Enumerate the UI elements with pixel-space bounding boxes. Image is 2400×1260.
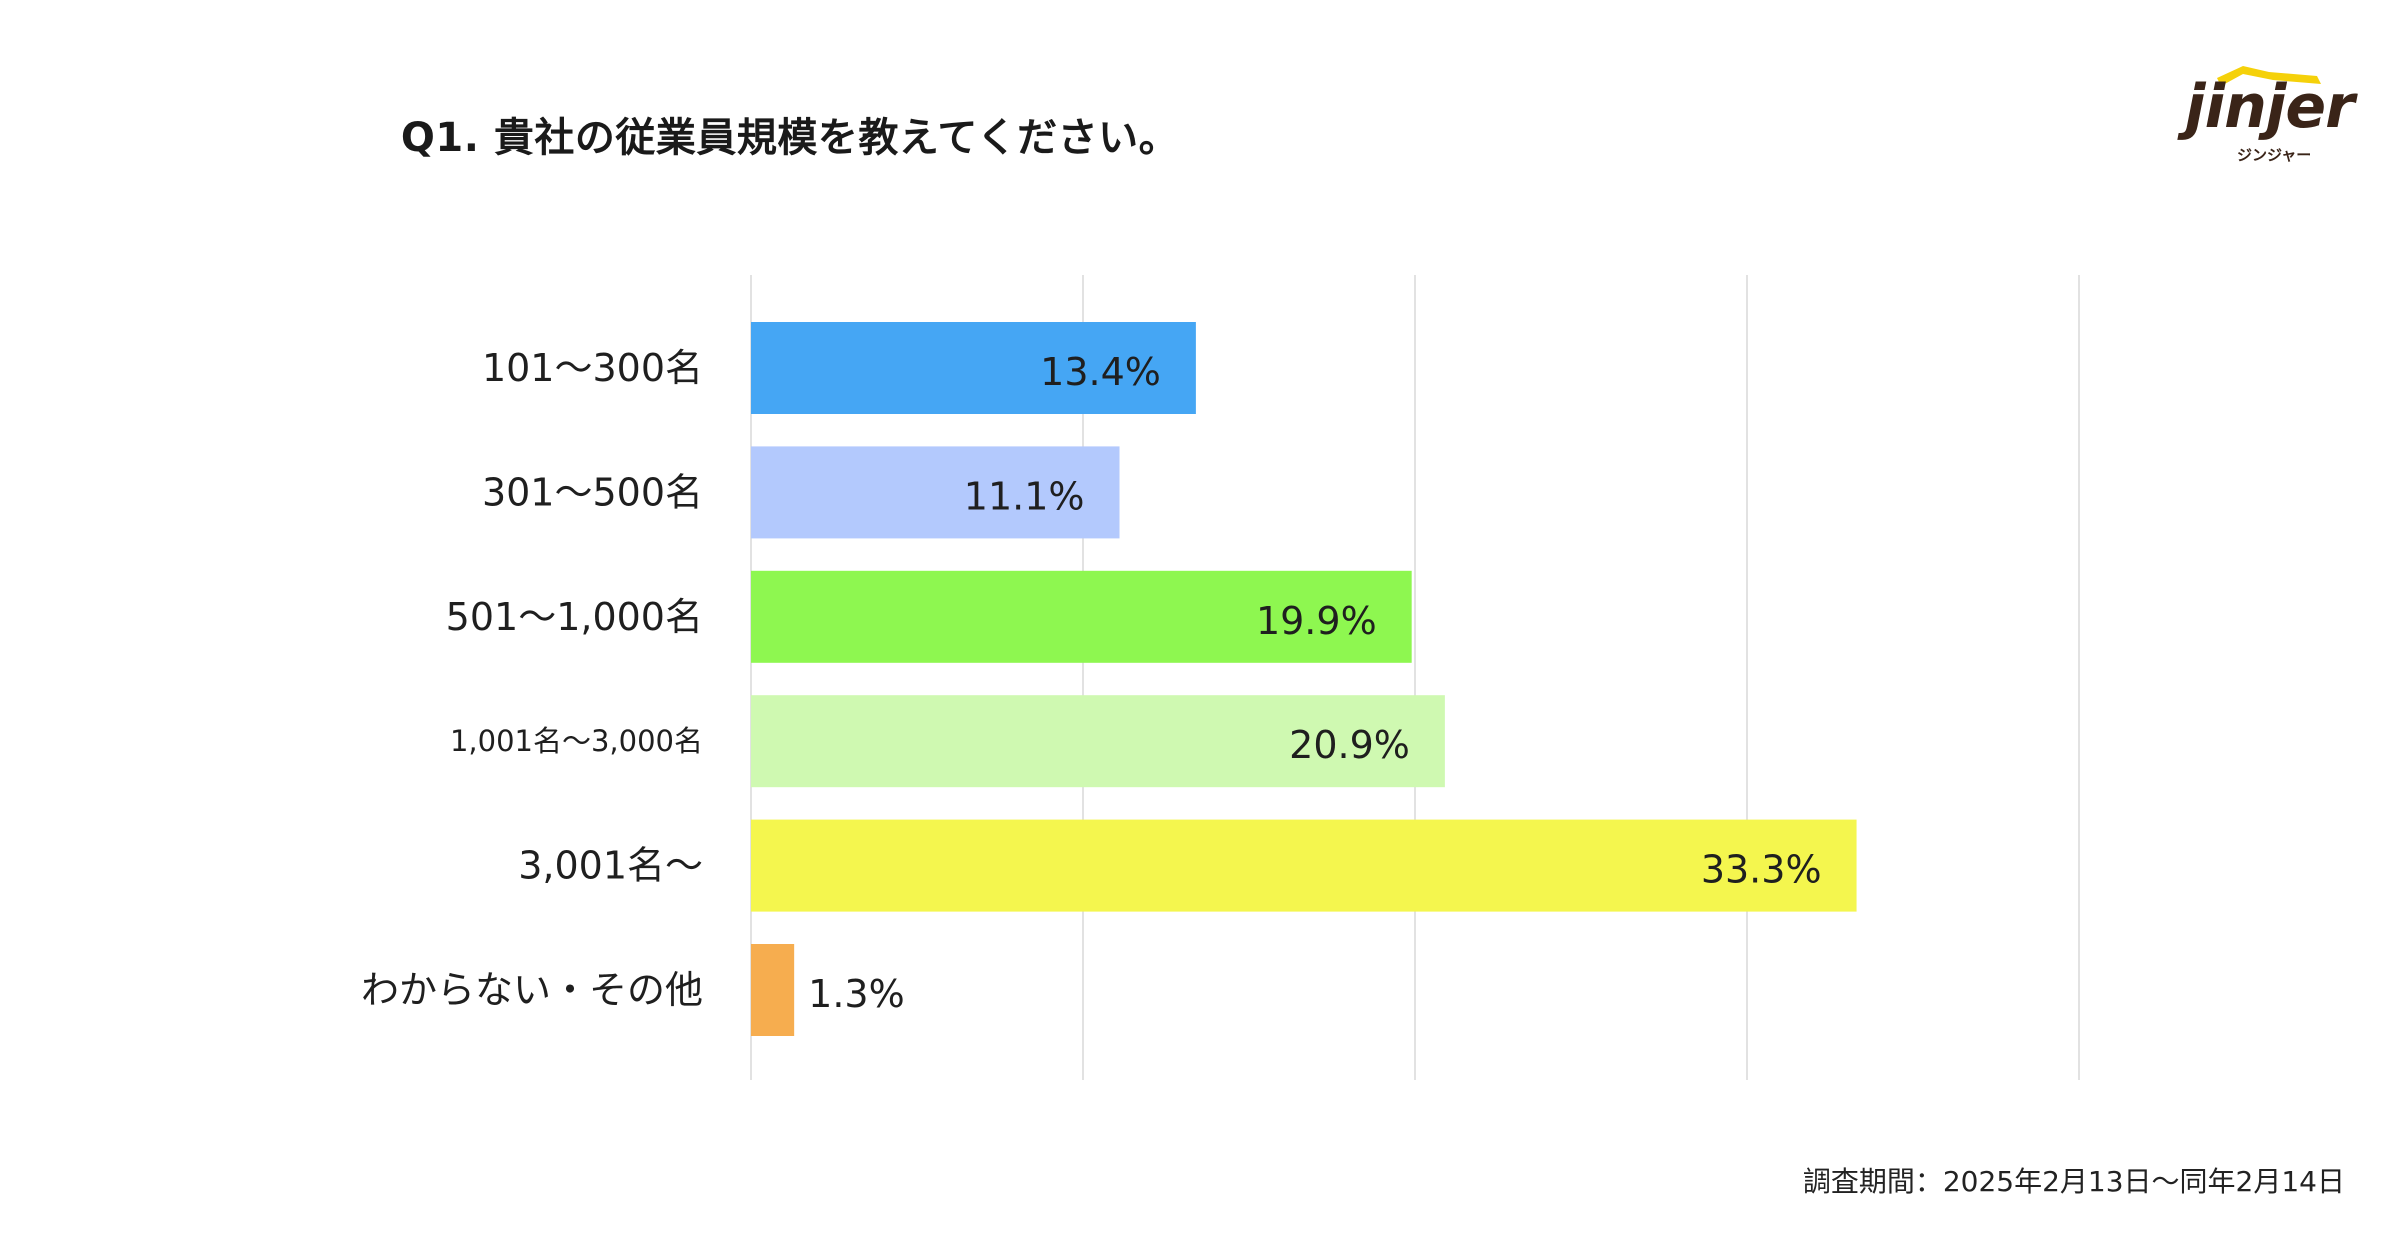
value-label: 33.3% bbox=[1701, 848, 1822, 892]
logo-wordmark: jinjer bbox=[2185, 72, 2355, 142]
bar bbox=[751, 446, 1120, 539]
logo-subtext: ジンジャー bbox=[2237, 146, 2312, 164]
value-label: 11.1% bbox=[964, 474, 1085, 518]
value-label: 13.4% bbox=[1040, 350, 1161, 394]
category-label: わからない・その他 bbox=[361, 968, 703, 1012]
category-label: 501〜1,000名 bbox=[446, 595, 703, 639]
value-label: 19.9% bbox=[1256, 599, 1377, 643]
bar bbox=[751, 322, 1196, 414]
value-label: 20.9% bbox=[1289, 723, 1410, 767]
chart-title: Q1. 貴社の従業員規模を教えてください。 bbox=[400, 115, 1180, 161]
category-label: 3,001名〜 bbox=[518, 844, 703, 888]
bar bbox=[751, 695, 1445, 788]
survey-period: 調査期間：2025年2月13日〜同年2月14日 bbox=[1802, 1165, 2345, 1198]
roof-icon bbox=[2217, 66, 2321, 86]
bar bbox=[751, 570, 1412, 663]
bar bbox=[751, 819, 1857, 912]
value-label: 1.3% bbox=[808, 972, 905, 1016]
category-label: 101〜300名 bbox=[482, 346, 703, 390]
bar bbox=[751, 944, 795, 1036]
jinjer-logo: jinjer ジンジャー bbox=[2185, 62, 2355, 172]
category-label: 1,001名〜3,000名 bbox=[450, 724, 703, 758]
category-label: 301〜500名 bbox=[482, 470, 703, 514]
